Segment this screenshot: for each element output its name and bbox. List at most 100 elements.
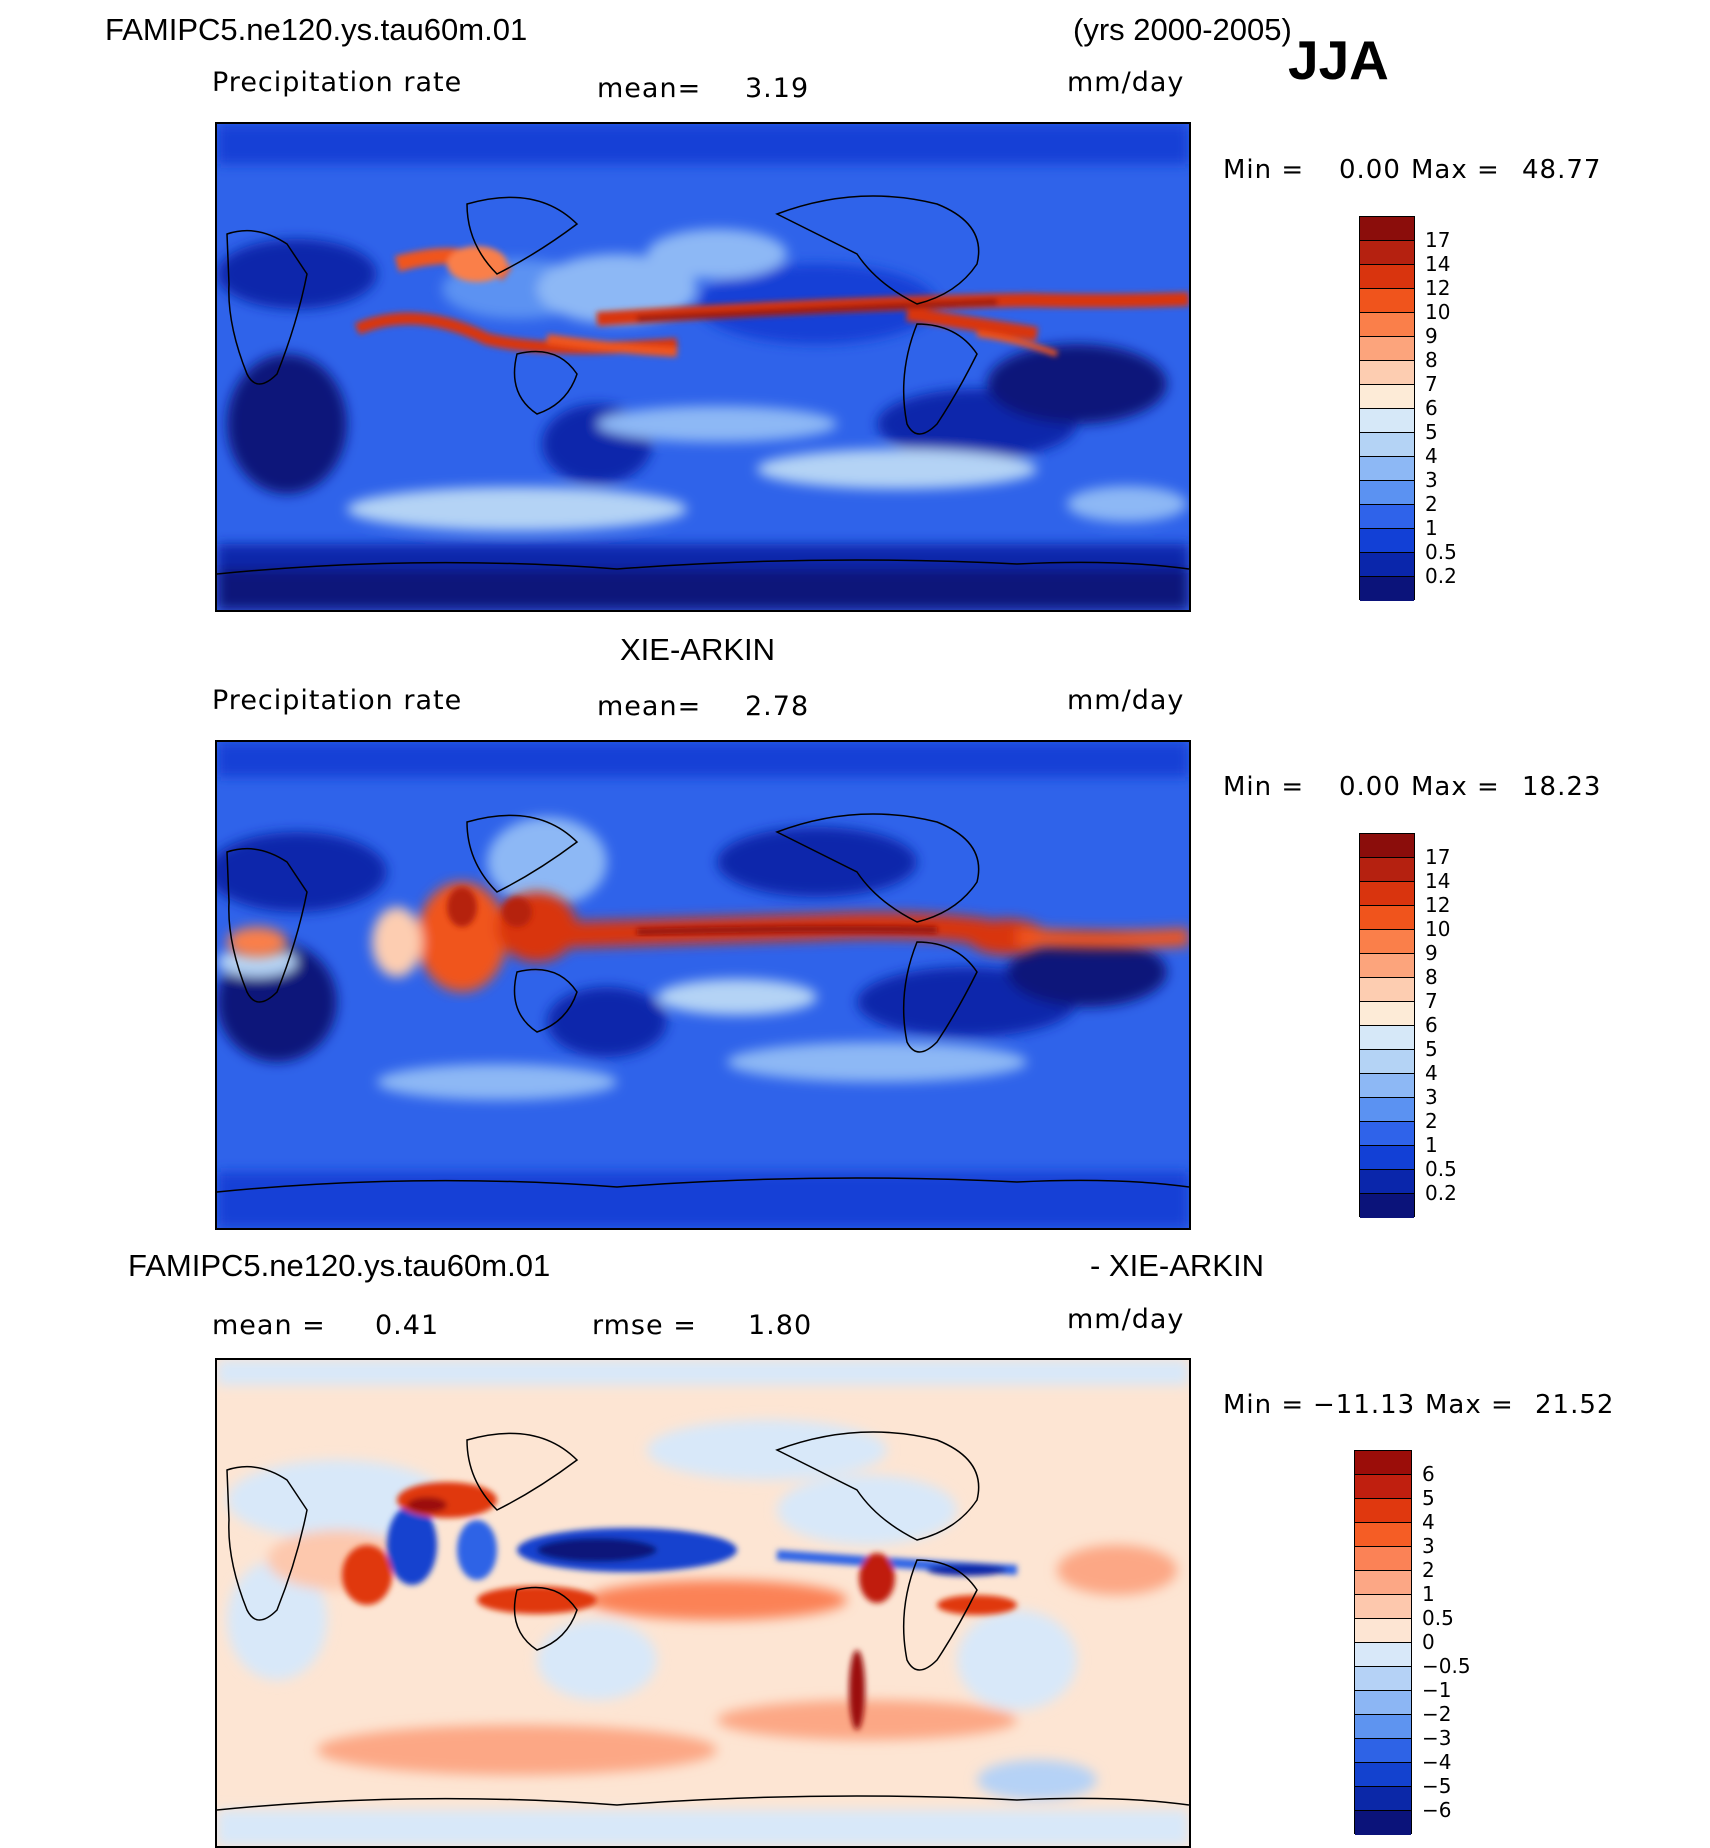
panel3-mean-value: 0.41 <box>375 1310 440 1341</box>
precip-field-model <box>217 124 1189 610</box>
panel3-mean-label: mean = <box>212 1310 326 1341</box>
panel2-mean-label: mean= <box>597 691 702 722</box>
map-panel-obs <box>215 740 1191 1230</box>
colorbar-segment <box>1360 834 1414 858</box>
colorbar-tick-label: 10 <box>1425 917 1451 941</box>
colorbar-segment <box>1360 1146 1414 1170</box>
colorbar-tick-label: 17 <box>1425 228 1451 252</box>
panel1-mean-label: mean= <box>597 73 702 104</box>
colorbar-tick-label: 4 <box>1422 1510 1435 1534</box>
colorbar-segment <box>1355 1787 1411 1811</box>
precip-diff-field <box>217 1360 1189 1846</box>
colorbar-segment <box>1360 1026 1414 1050</box>
colorbar-tick-label: 0 <box>1422 1630 1435 1654</box>
colorbar-segment <box>1355 1691 1411 1715</box>
panel1-max-label: Max = <box>1411 155 1500 185</box>
colorbar-tick-label: 1 <box>1425 516 1438 540</box>
panel2-min-value: 0.00 <box>1339 772 1401 802</box>
panel2-max-value: 18.23 <box>1522 772 1602 802</box>
colorbar-segment <box>1360 1194 1414 1218</box>
colorbar-segment <box>1360 409 1414 433</box>
panel2-min-label: Min = <box>1223 772 1305 802</box>
panel1-mean-value: 3.19 <box>745 73 810 104</box>
colorbar-tick-label: 14 <box>1425 869 1451 893</box>
colorbar-box <box>1359 833 1415 1218</box>
colorbar-segment <box>1355 1763 1411 1787</box>
colorbar-tick-label: 8 <box>1425 965 1438 989</box>
colorbar-segment <box>1355 1643 1411 1667</box>
colorbar-tick-label: 3 <box>1422 1534 1435 1558</box>
colorbar-tick-label: 1 <box>1422 1582 1435 1606</box>
colorbar-tick-label: 2 <box>1425 1109 1438 1133</box>
colorbar-segment <box>1360 361 1414 385</box>
panel3-units: mm/day <box>1067 1304 1185 1335</box>
panel2-units: mm/day <box>1067 685 1185 716</box>
colorbar-segment <box>1360 1074 1414 1098</box>
panel1-max-value: 48.77 <box>1522 155 1602 185</box>
colorbar-segment <box>1360 577 1414 601</box>
colorbar-segment <box>1355 1523 1411 1547</box>
colorbar-tick-label: 5 <box>1425 420 1438 444</box>
colorbar-segment <box>1360 1050 1414 1074</box>
colorbar-segment <box>1360 954 1414 978</box>
colorbar-tick-label: −2 <box>1422 1702 1452 1726</box>
colorbar-tick-label: 14 <box>1425 252 1451 276</box>
colorbar-tick-label: 5 <box>1425 1037 1438 1061</box>
colorbar-tick-label: 1 <box>1425 1133 1438 1157</box>
colorbar-tick-label: 12 <box>1425 893 1451 917</box>
colorbar-segment <box>1360 457 1414 481</box>
colorbar-tick-label: 0.5 <box>1425 1157 1457 1181</box>
colorbar-segment <box>1355 1667 1411 1691</box>
colorbar-tick-label: 10 <box>1425 300 1451 324</box>
panel1-units: mm/day <box>1067 67 1185 98</box>
colorbar-segment <box>1360 1122 1414 1146</box>
colorbar-segment <box>1360 505 1414 529</box>
colorbar-tick-label: 0.2 <box>1425 564 1457 588</box>
colorbar-segment <box>1360 385 1414 409</box>
colorbar-tick-label: −6 <box>1422 1798 1452 1822</box>
colorbar-tick-label: 7 <box>1425 372 1438 396</box>
colorbar-tick-label: 17 <box>1425 845 1451 869</box>
panel3-min-label: Min = <box>1223 1390 1305 1420</box>
colorbar-segment <box>1355 1571 1411 1595</box>
panel2-variable: Precipitation rate <box>212 685 463 716</box>
colorbar-segment <box>1360 241 1414 265</box>
colorbar-segment <box>1355 1595 1411 1619</box>
panel2-title: XIE-ARKIN <box>620 632 776 667</box>
colorbar-box <box>1354 1450 1412 1835</box>
colorbar-segment <box>1355 1499 1411 1523</box>
panel3-rmse-label: rmse = <box>592 1310 697 1341</box>
panel2-mean-value: 2.78 <box>745 691 810 722</box>
colorbar-tick-label: 3 <box>1425 468 1438 492</box>
panel3-rmse-value: 1.80 <box>748 1310 813 1341</box>
colorbar-segment <box>1360 313 1414 337</box>
colorbar-tick-label: 12 <box>1425 276 1451 300</box>
colorbar-segment <box>1360 906 1414 930</box>
colorbar-segment <box>1360 337 1414 361</box>
colorbar-segment <box>1360 481 1414 505</box>
colorbar-segment <box>1355 1475 1411 1499</box>
colorbar-tick-label: 2 <box>1422 1558 1435 1582</box>
colorbar-segment <box>1355 1619 1411 1643</box>
colorbar-segment <box>1360 289 1414 313</box>
colorbar-segment <box>1355 1811 1411 1835</box>
panel1-min-label: Min = <box>1223 155 1305 185</box>
colorbar-tick-label: 9 <box>1425 324 1438 348</box>
panel3-min-value: −11.13 <box>1313 1390 1416 1420</box>
map-panel-diff <box>215 1358 1191 1848</box>
panel3-title-right: - XIE-ARKIN <box>1090 1248 1264 1283</box>
colorbar-tick-label: 4 <box>1425 1061 1438 1085</box>
colorbar-tick-label: 9 <box>1425 941 1438 965</box>
colorbar-tick-label: 6 <box>1425 396 1438 420</box>
colorbar-segment <box>1360 265 1414 289</box>
colorbar-segment <box>1360 930 1414 954</box>
precip-field-obs <box>217 742 1189 1228</box>
panel1-min-value: 0.00 <box>1339 155 1401 185</box>
colorbar-tick-label: 0.2 <box>1425 1181 1457 1205</box>
colorbar-tick-label: 6 <box>1425 1013 1438 1037</box>
colorbar-segment <box>1360 529 1414 553</box>
colorbar-tick-label: 4 <box>1425 444 1438 468</box>
colorbar-tick-label: 8 <box>1425 348 1438 372</box>
colorbar-tick-label: 6 <box>1422 1462 1435 1486</box>
panel2-max-label: Max = <box>1411 772 1500 802</box>
